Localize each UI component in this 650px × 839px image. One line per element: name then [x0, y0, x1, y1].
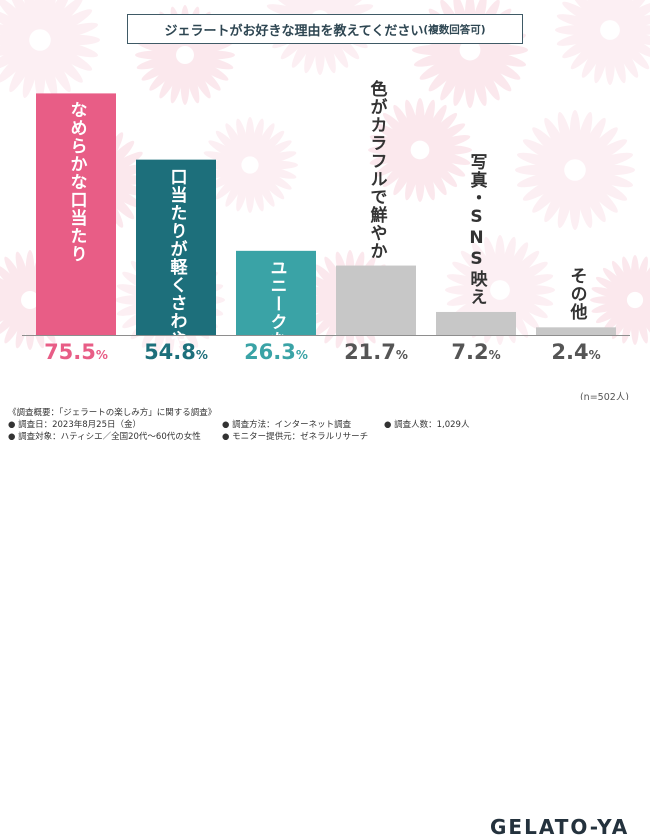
survey-date: ● 調査日：2023年8月25日（金） — [8, 418, 141, 430]
survey-footer: 《調査概要：「ジェラートの楽しみ方」に関する調査》 ● 調査日：2023年8月2… — [0, 400, 650, 450]
bar-value-number: 54.8 — [144, 340, 196, 364]
bar-value-unit: % — [196, 348, 208, 362]
bar-category-label: 写真・SNS映え — [468, 153, 485, 306]
bar-value-label: 21.7% — [326, 340, 426, 364]
bar-category-label: なめらかな口当たり — [68, 101, 85, 263]
bar-value-label: 54.8% — [126, 340, 226, 364]
survey-monitor: ● モニター提供元：ゼネラルリサーチ — [222, 430, 368, 442]
bar-value-label: 2.4% — [526, 340, 626, 364]
bar-6 — [536, 327, 616, 335]
bar-value-label: 7.2% — [426, 340, 526, 364]
bar-value-number: 75.5 — [44, 340, 96, 364]
bar-value-number: 26.3 — [244, 340, 296, 364]
bar-chart — [0, 0, 650, 340]
survey-target: ● 調査対象：ハティシエ／全国20代～60代の女性 — [8, 430, 201, 442]
bar-value-unit: % — [589, 348, 601, 362]
bar-value-label: 75.5% — [26, 340, 126, 364]
bar-value-label: 26.3% — [226, 340, 326, 364]
bar-value-unit: % — [96, 348, 108, 362]
bar-category-label: 色がカラフルで鮮やか — [368, 80, 385, 260]
bar-value-number: 21.7 — [344, 340, 396, 364]
gelato-ya-logo: GELATO-YA — [490, 815, 629, 839]
bar-4 — [336, 266, 416, 335]
survey-overview: 《調査概要：「ジェラートの楽しみ方」に関する調査》 — [8, 406, 216, 418]
bar-category-label: その他 — [568, 267, 585, 321]
bar-value-unit: % — [489, 348, 501, 362]
bar-5 — [436, 312, 516, 335]
bar-value-number: 7.2 — [451, 340, 488, 364]
axis-baseline — [22, 335, 630, 336]
survey-method: ● 調査方法：インターネット調査 — [222, 418, 351, 430]
survey-count: ● 調査人数：1,029人 — [384, 418, 469, 430]
bar-value-unit: % — [396, 348, 408, 362]
bar-value-unit: % — [296, 348, 308, 362]
bar-value-number: 2.4 — [551, 340, 588, 364]
